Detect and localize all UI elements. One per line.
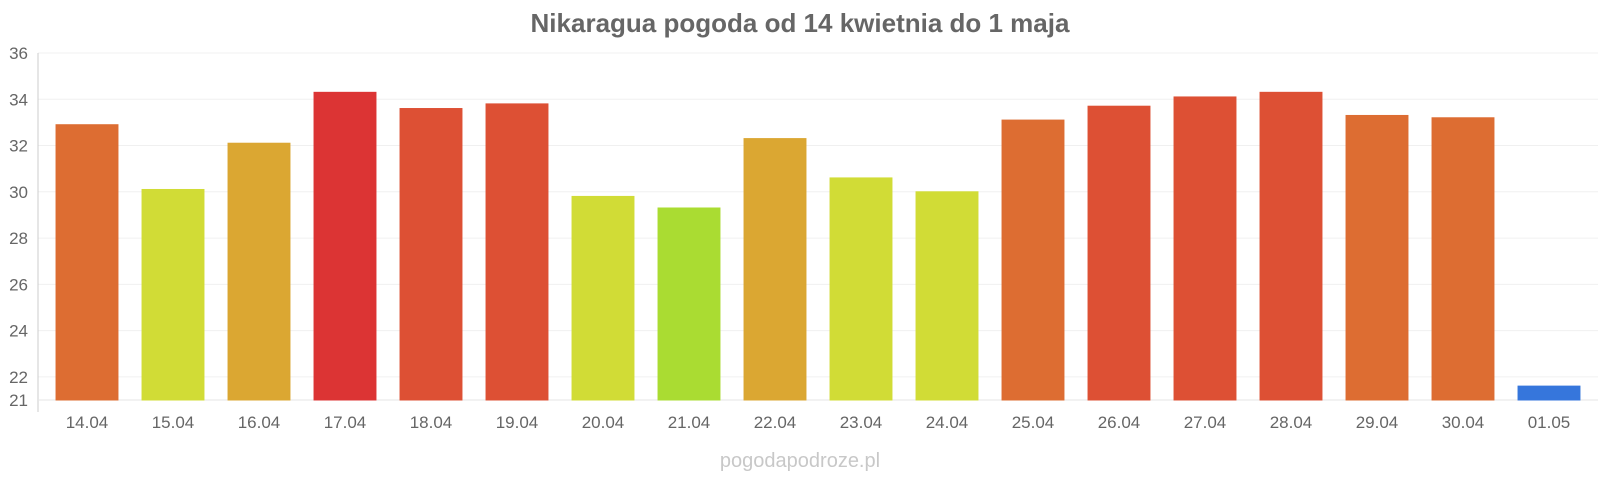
watermark: pogodapodroze.pl — [719, 450, 881, 472]
bar — [571, 195, 635, 401]
x-tick-label: 19.04 — [496, 413, 539, 432]
x-tick-label: 29.04 — [1356, 413, 1399, 432]
axes — [37, 53, 1598, 412]
bar — [829, 177, 893, 401]
x-tick-label: 17.04 — [324, 413, 367, 432]
x-tick-label: 16.04 — [238, 413, 281, 432]
x-tick-label: 01.05 — [1528, 413, 1571, 432]
y-tick-label: 22 — [9, 368, 28, 387]
y-tick-label: 30 — [9, 183, 28, 202]
bar — [657, 207, 721, 401]
x-tick-label: 30.04 — [1442, 413, 1485, 432]
bar — [1431, 117, 1495, 401]
x-tick-label: 21.04 — [668, 413, 711, 432]
bar — [1517, 385, 1581, 401]
bar — [915, 191, 979, 401]
bar — [1173, 96, 1237, 401]
y-tick-label: 32 — [9, 137, 28, 156]
y-tick-label: 36 — [9, 44, 28, 63]
bar — [313, 91, 377, 401]
x-tick-label: 26.04 — [1098, 413, 1141, 432]
y-tick-label: 28 — [9, 229, 28, 248]
x-tick-label: 20.04 — [582, 413, 625, 432]
x-tick-label: 18.04 — [410, 413, 453, 432]
y-tick-labels: 21 22 24 26 28 30 32 34 36 — [9, 44, 28, 410]
x-tick-label: 14.04 — [66, 413, 109, 432]
y-tick-label: 34 — [9, 90, 28, 109]
bar — [1001, 119, 1065, 401]
bar — [399, 108, 463, 401]
bar — [1259, 91, 1323, 401]
grid-lines — [38, 52, 1598, 378]
x-tick-label: 15.04 — [152, 413, 195, 432]
bar — [55, 124, 119, 401]
bar — [1087, 105, 1151, 401]
x-tick-labels: 14.04 15.04 16.04 17.04 18.04 19.04 20.04 21.04… — [66, 413, 1571, 432]
x-tick-label: 28.04 — [1270, 413, 1313, 432]
x-tick-label: 25.04 — [1012, 413, 1055, 432]
y-tick-label: 21 — [9, 391, 28, 410]
y-tick-label: 24 — [9, 322, 28, 341]
x-tick-label: 23.04 — [840, 413, 883, 432]
chart-title: Nikaragua pogoda od 14 kwietnia do 1 maj… — [530, 8, 1070, 38]
x-tick-label: 22.04 — [754, 413, 797, 432]
x-tick-label: 24.04 — [926, 413, 969, 432]
x-tick-label: 27.04 — [1184, 413, 1227, 432]
bar — [1345, 114, 1409, 401]
bar — [485, 103, 549, 401]
y-tick-label: 26 — [9, 275, 28, 294]
bars — [55, 91, 1581, 401]
bar — [227, 142, 291, 401]
bar — [743, 138, 807, 401]
bar — [141, 188, 205, 401]
